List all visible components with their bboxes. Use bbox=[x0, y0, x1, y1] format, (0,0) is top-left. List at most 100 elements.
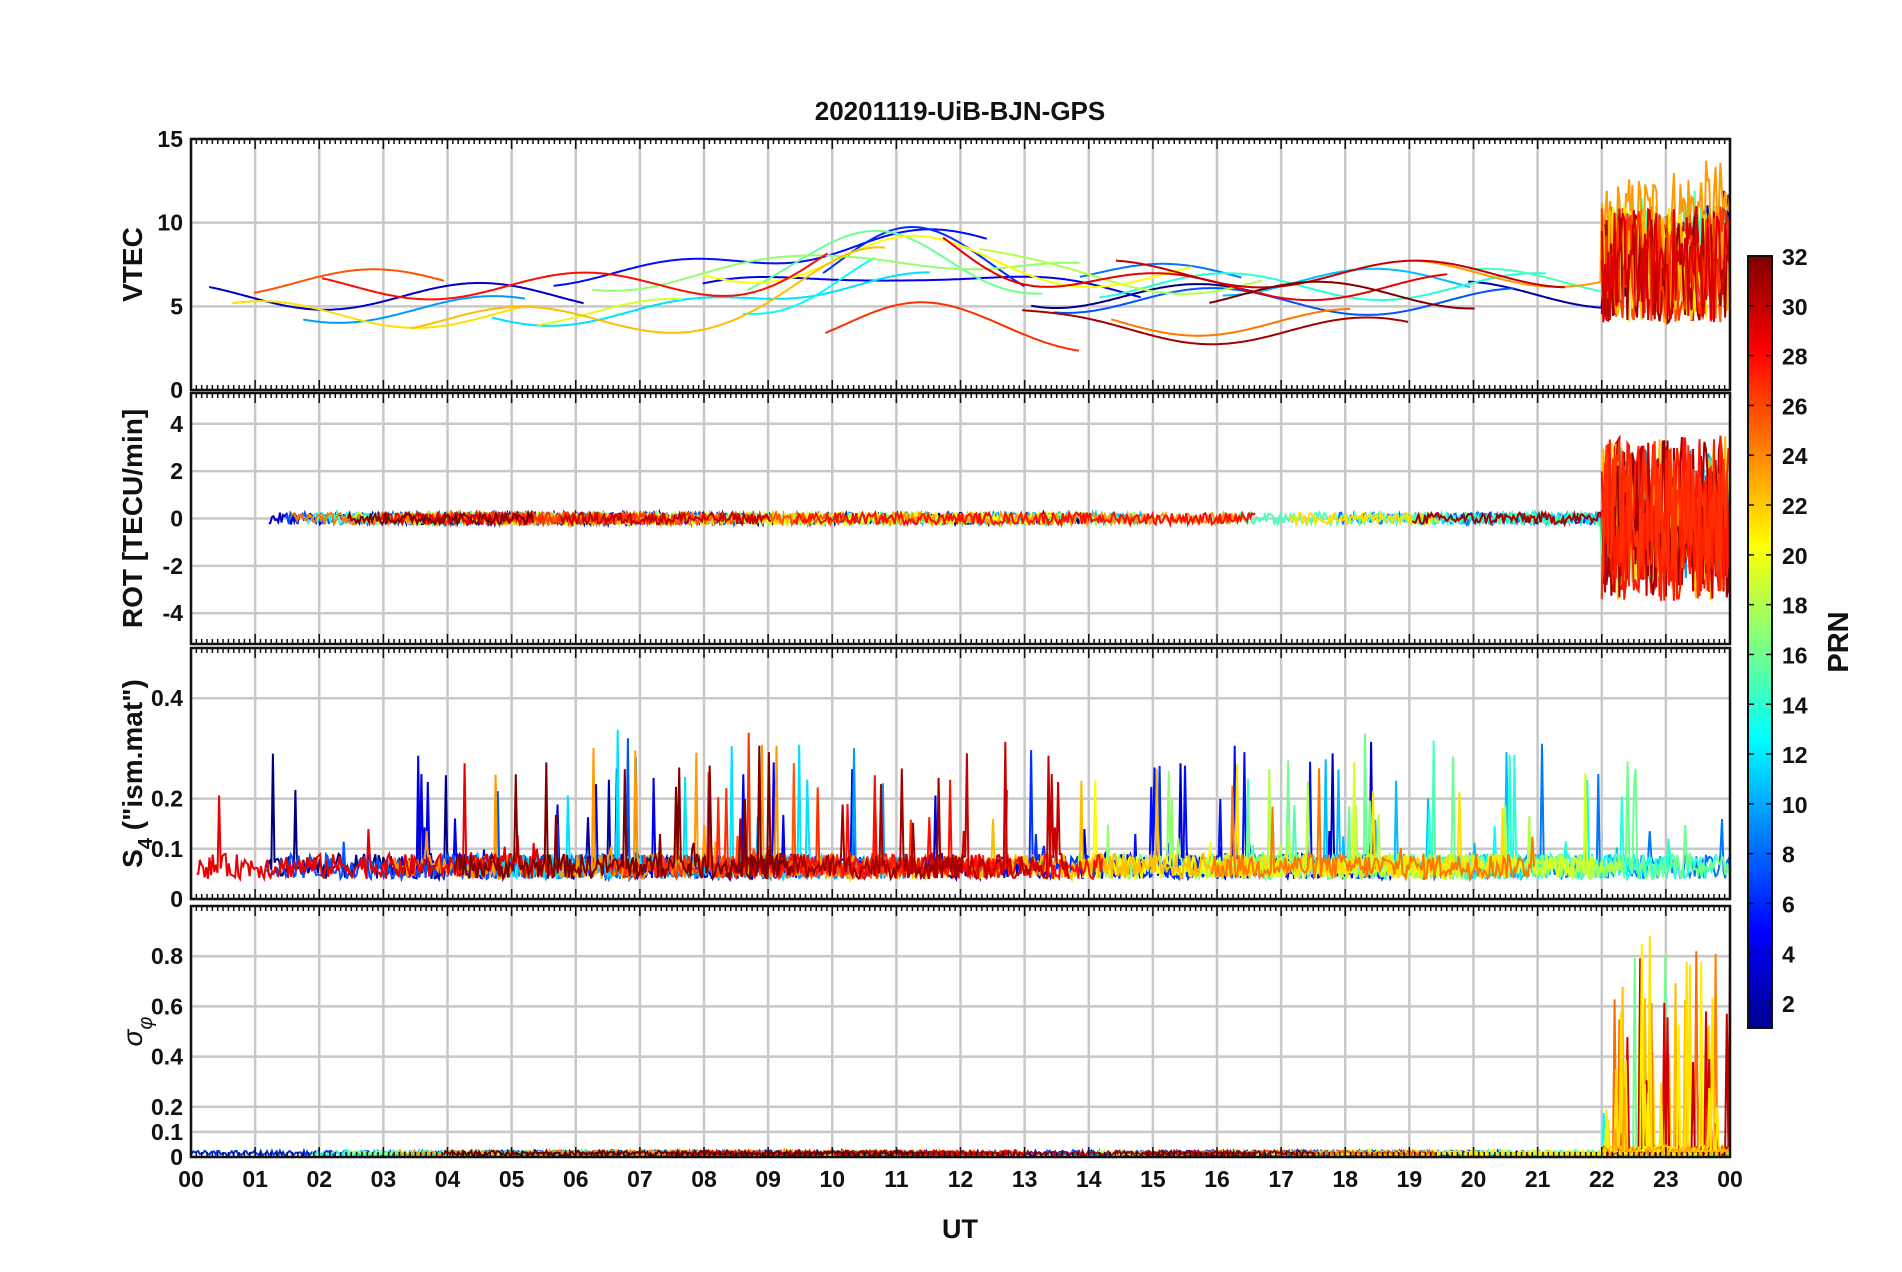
x-tick-label: 04 bbox=[435, 1166, 461, 1192]
series-line bbox=[347, 509, 534, 528]
series-line bbox=[209, 282, 584, 311]
series-line bbox=[792, 509, 1256, 529]
x-tick-label: 14 bbox=[1076, 1166, 1102, 1192]
y-tick-label: 15 bbox=[157, 126, 183, 152]
y-tick-label: 2 bbox=[170, 458, 183, 484]
x-tick-label: 07 bbox=[627, 1166, 653, 1192]
series-line bbox=[560, 509, 772, 527]
colorbar-tick-label: 8 bbox=[1782, 842, 1795, 868]
x-tick-label: 11 bbox=[884, 1166, 909, 1192]
x-tick-label: 00 bbox=[1717, 1166, 1743, 1192]
y-tick-label: 10 bbox=[157, 210, 183, 236]
series-line bbox=[1053, 287, 1515, 316]
series-line bbox=[1209, 280, 1475, 310]
series-line bbox=[726, 768, 966, 882]
colorbar-tick-label: 30 bbox=[1782, 294, 1808, 320]
colorbar-tick-label: 20 bbox=[1782, 543, 1808, 569]
series-line bbox=[1022, 309, 1409, 346]
series-line bbox=[822, 226, 1026, 288]
series-line bbox=[742, 257, 875, 315]
colorbar-tick-label: 14 bbox=[1782, 692, 1808, 718]
colorbar-tick-label: 22 bbox=[1782, 493, 1808, 519]
series-line bbox=[1079, 262, 1242, 279]
y-tick-label: 0.1 bbox=[151, 836, 183, 862]
x-tick-label: 21 bbox=[1525, 1166, 1551, 1192]
series-group-vtec bbox=[209, 160, 1730, 352]
y-tick-label: 4 bbox=[170, 411, 183, 437]
chart-title: 20201119-UiB-BJN-GPS bbox=[815, 96, 1105, 126]
y-axis-label-rot: ROT [TECU/min] bbox=[117, 409, 148, 628]
series-line bbox=[1231, 764, 1506, 881]
y-tick-label: 0.2 bbox=[151, 1094, 183, 1120]
colorbar-tick-label: 28 bbox=[1782, 344, 1808, 370]
x-tick-label: 06 bbox=[563, 1166, 589, 1192]
colorbar-tick-label: 18 bbox=[1782, 593, 1808, 619]
series-line bbox=[410, 246, 885, 334]
x-tick-label: 20 bbox=[1461, 1166, 1487, 1192]
y-tick-label: 0 bbox=[170, 886, 183, 912]
colorbar-tick-label: 12 bbox=[1782, 742, 1808, 768]
panel-s4: 0 0.1 0.2 0.4S4 ("ism.mat") bbox=[117, 646, 1732, 912]
colorbar-tick-label: 4 bbox=[1782, 941, 1795, 967]
x-tick-label: 23 bbox=[1653, 1166, 1679, 1192]
series-line bbox=[824, 301, 1080, 352]
x-tick-label: 09 bbox=[755, 1166, 781, 1192]
colorbar-tick-label: 24 bbox=[1782, 443, 1808, 469]
panel-vtec: 0 5 10 15 VTEC bbox=[117, 126, 1732, 403]
colorbar-tick-label: 32 bbox=[1782, 244, 1808, 270]
x-tick-label: 08 bbox=[691, 1166, 717, 1192]
y-axis-label-sigma: σφ bbox=[117, 1017, 157, 1047]
colorbar-tick-label: 16 bbox=[1782, 642, 1808, 668]
x-tick-label: 01 bbox=[242, 1166, 268, 1192]
x-tick-label: 22 bbox=[1589, 1166, 1615, 1192]
colorbar-tick-label: 10 bbox=[1782, 792, 1808, 818]
series-group-rot bbox=[268, 434, 1730, 601]
series-line bbox=[303, 295, 526, 324]
series-line bbox=[1210, 768, 1535, 883]
y-tick-label: 0 bbox=[170, 1144, 183, 1170]
series-group-s4 bbox=[196, 729, 1730, 883]
series-line bbox=[1099, 272, 1546, 301]
panel-sigma: 00.10.2 0.4 0.6 0.8 σφ 00 01 02 03 04 05 06 07 08 09 10… bbox=[117, 904, 1743, 1192]
series-line bbox=[232, 300, 521, 329]
y-tick-label: 0.4 bbox=[151, 1044, 183, 1070]
y-axis-label-s4: S4 ("ism.mat") bbox=[117, 679, 157, 868]
series-line bbox=[442, 1148, 926, 1157]
x-tick-label: 10 bbox=[819, 1166, 845, 1192]
series-line bbox=[253, 268, 445, 294]
y-tick-label: 0 bbox=[170, 377, 183, 403]
y-tick-label: -4 bbox=[163, 600, 184, 626]
series-line bbox=[537, 297, 683, 326]
x-tick-label: 18 bbox=[1332, 1166, 1358, 1192]
series-line bbox=[1600, 207, 1730, 323]
y-tick-label: 0.6 bbox=[151, 993, 183, 1019]
x-tick-label: 13 bbox=[1012, 1166, 1038, 1192]
x-tick-label: 15 bbox=[1140, 1166, 1166, 1192]
colorbar-label: PRN bbox=[1823, 611, 1855, 672]
series-line bbox=[1111, 308, 1351, 337]
series-line bbox=[592, 254, 1080, 292]
y-tick-label: 0.2 bbox=[151, 786, 183, 812]
panel-rot: -4 -2 0 2 4 ROT [TECU/min] bbox=[117, 391, 1732, 646]
y-tick-label: -2 bbox=[163, 553, 183, 579]
y-tick-label: 0.4 bbox=[151, 685, 183, 711]
series-line bbox=[1115, 259, 1565, 289]
colorbar-tick-label: 6 bbox=[1782, 891, 1795, 917]
x-tick-label: 02 bbox=[306, 1166, 332, 1192]
series-line bbox=[746, 229, 1043, 295]
series-line bbox=[702, 275, 1141, 299]
x-tick-label: 17 bbox=[1268, 1166, 1294, 1192]
series-line bbox=[321, 252, 829, 301]
series-line bbox=[196, 763, 558, 883]
series-line bbox=[454, 745, 791, 883]
y-tick-label: 0 bbox=[170, 506, 183, 532]
series-line bbox=[1143, 1148, 1317, 1157]
series-line bbox=[491, 271, 930, 327]
x-tick-label: 16 bbox=[1204, 1166, 1230, 1192]
colorbar-tick-label: 26 bbox=[1782, 393, 1808, 419]
series-line bbox=[1600, 439, 1730, 600]
colorbar-gradient bbox=[1747, 255, 1773, 1029]
x-axis-label: UT bbox=[942, 1214, 978, 1244]
